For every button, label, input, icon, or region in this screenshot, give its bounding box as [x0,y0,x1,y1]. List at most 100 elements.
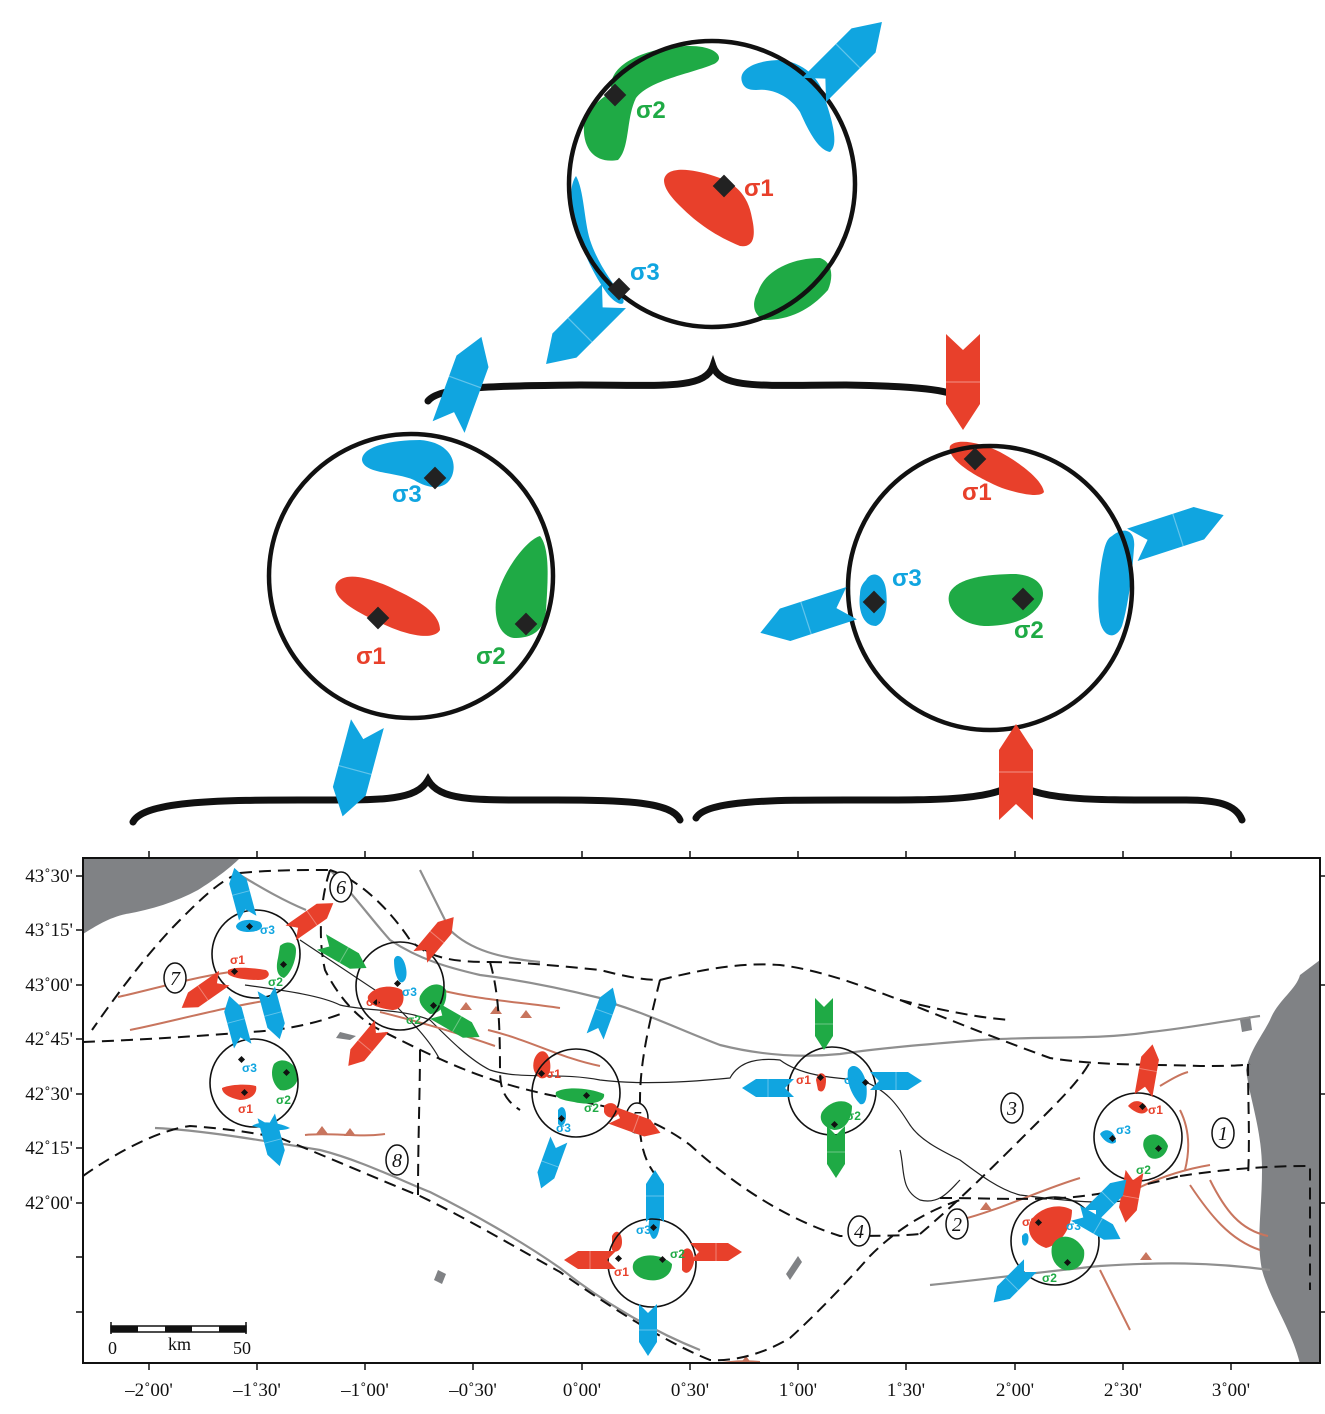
lon-label: –2˚00' [124,1380,173,1401]
site-sigma1-label: σ1 [366,995,381,1009]
lon-label: –0˚30' [448,1380,497,1401]
sigma2-pole-top [603,83,627,107]
lon-label: 2˚30' [1104,1380,1142,1401]
zone-label-7: 7 [163,962,187,994]
site-sigma3-label: σ3 [242,1061,257,1075]
sigma2-cluster-top-se [754,258,832,320]
sigma3-label-top: σ3 [630,259,660,286]
sigma3-arrow-mid-left [432,330,498,434]
sea-northwest [83,858,240,934]
zone-number: 2 [952,1214,962,1236]
sigma3-pole-top [607,277,631,301]
brace-upper [424,354,966,405]
site-sigma2-label: σ2 [584,1101,599,1115]
lat-label: 43˚00' [25,975,73,996]
zone-number: 7 [170,968,181,990]
map-content [83,858,1320,1363]
scale-start: 0 [108,1338,117,1358]
site-sigma2-label: σ2 [846,1109,861,1123]
sigma2-pole-left [514,612,538,636]
site-sigma2-label: σ2 [1136,1163,1151,1177]
site-sigma2-label: σ2 [1042,1271,1057,1285]
sigma2-cluster-left [495,536,548,638]
sigma1-arrow-mid-right [945,333,981,431]
site-sigma1-label: σ1 [1022,1215,1037,1229]
map-site-5-north: σ1 σ2 σ3 [531,983,665,1193]
map-site-3-center: σ1 σ3 σ2 [741,997,923,1179]
zone-label-2: 2 [945,1208,969,1240]
sea-island-1 [1240,1016,1252,1032]
site-sigma2-label: σ2 [268,975,283,989]
map-site-7-north: σ3 σ1 σ2 [176,865,339,1042]
site-sigma3-label: σ3 [1116,1123,1131,1137]
sigma3-cluster-right-e [1098,530,1135,636]
sigma3-pole-right [862,590,886,614]
stereonet-left: σ3 σ1 σ2 [266,431,556,822]
thrust-teeth [316,1002,1152,1363]
map-ticks [76,851,1325,1370]
zone-label-6: 6 [329,871,353,903]
map-site-1: σ1 σ3 σ2 [1093,1042,1183,1225]
site-sigma3-label: σ3 [260,923,275,937]
scale-unit: km [168,1334,191,1354]
lon-label: 1˚00' [779,1380,817,1401]
lon-label: –1˚30' [232,1380,281,1401]
lat-label: 42˚15' [25,1138,73,1159]
scale-end: 50 [233,1338,251,1358]
sigma1-cluster-top [664,169,754,247]
zone-boundaries [83,869,1311,1362]
scale-bar: 0 km 50 [108,1322,251,1358]
site-sigma3-label: σ3 [636,1223,651,1237]
sigma2-label-top: σ2 [636,97,666,124]
brace-lower-right [692,773,1246,824]
site-sigma3-label: σ3 [556,1121,571,1135]
sigma3-arrow-right-w [754,586,858,650]
site-sigma2-label: σ2 [276,1093,291,1107]
sigma2-pole-right [1011,587,1035,611]
zone-label-3: 3 [1000,1092,1024,1124]
lat-label: 43˚30' [25,866,73,887]
lon-label: 2˚00' [996,1380,1034,1401]
lon-label: 1˚30' [887,1380,925,1401]
zone-number: 6 [336,877,346,899]
site-sigma1-label: σ1 [238,1102,253,1116]
stereonet-circle-right [845,443,1135,733]
lat-label: 42˚00' [25,1193,73,1214]
sigma1-pole-left [366,606,390,630]
lat-label: 43˚15' [25,920,73,941]
sigma3-arrow-left-bottom [325,718,385,822]
sea-east [1246,960,1320,1363]
lat-labels: 43˚30' 43˚15' 43˚00' 42˚45' 42˚30' 42˚15… [25,866,73,1214]
sigma2-label-right: σ2 [1014,617,1044,644]
lon-label: 0˚00' [563,1380,601,1401]
sigma1-arrow-right-bottom [998,723,1034,821]
lon-label: 0˚30' [671,1380,709,1401]
rivers [154,869,1271,1352]
sigma2-cluster-right [948,574,1043,626]
zone-number: 8 [392,1150,402,1172]
zone-number: 3 [1006,1098,1017,1120]
stereonet-circle-top [566,38,858,330]
map-site-6: σ3 σ1 σ2 [316,910,485,1073]
map-site-2: σ1 σ3 σ2 [986,1172,1134,1310]
sigma1-cluster-left [335,576,440,636]
lat-label: 42˚30' [25,1084,73,1105]
stereonet-right: σ1 σ3 σ2 [754,441,1230,821]
lon-label: 3˚00' [1212,1380,1250,1401]
sigma3-arrow-right-e [1126,498,1230,562]
map: 43˚30' 43˚15' 43˚00' 42˚45' 42˚30' 42˚15… [25,851,1325,1401]
sigma1-label-right: σ1 [962,479,992,506]
zone-labels: 1 2 3 4 5 6 7 8 [163,871,1235,1247]
site-sigma1-label: σ1 [614,1265,629,1279]
map-site-7-south: σ3 σ1 σ2 [209,993,299,1169]
sigma3-label-left: σ3 [392,481,422,508]
site-sigma1-label: σ1 [546,1067,561,1081]
site-sigma1-label: σ1 [796,1073,811,1087]
site-sigma2-label: σ2 [406,1013,421,1027]
stereonet-top: σ2 σ1 σ3 [533,9,895,377]
sea-island-4 [336,1032,356,1040]
map-site-5-south: σ3 σ1 σ2 [563,1169,743,1357]
brace-lower-left [129,773,684,826]
sigma2-label-left: σ2 [476,643,506,670]
